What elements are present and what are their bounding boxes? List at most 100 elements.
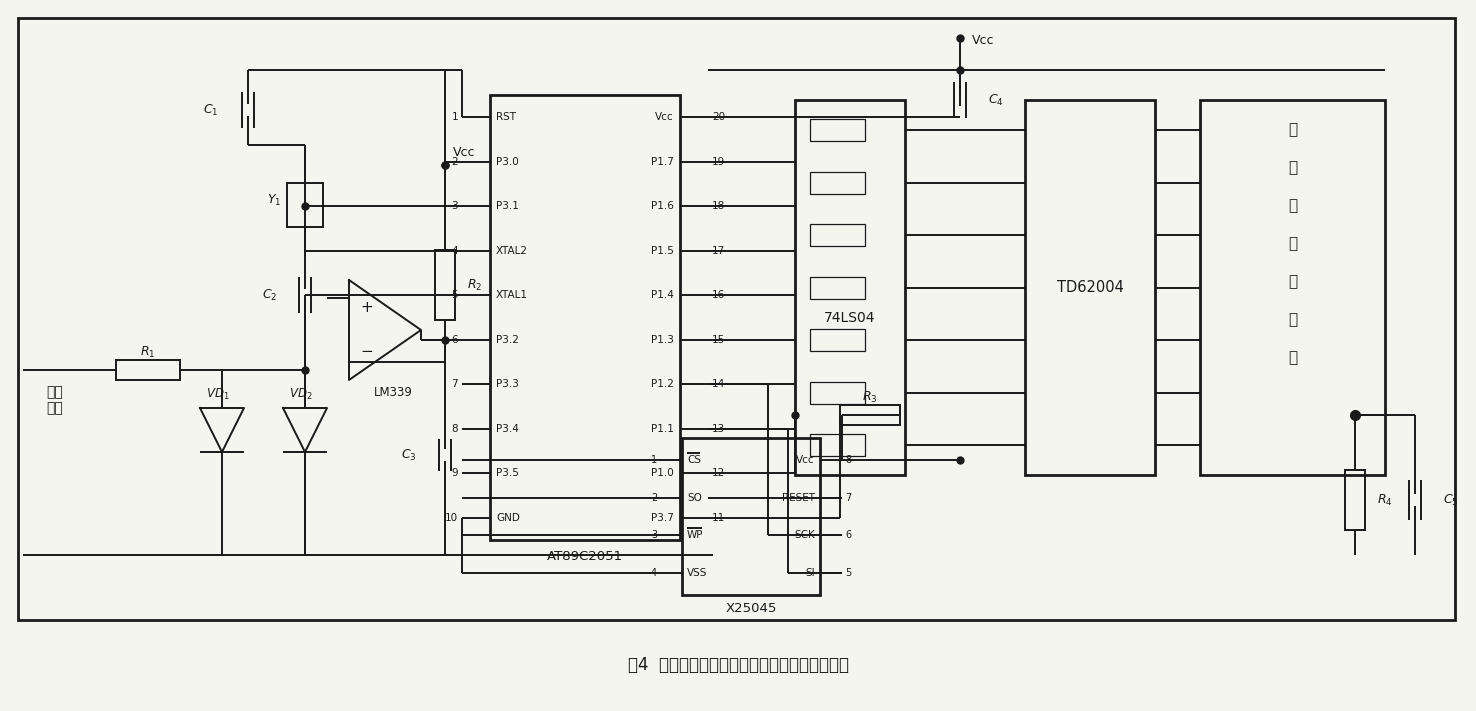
Text: 8: 8 bbox=[452, 424, 458, 434]
Text: 14: 14 bbox=[711, 380, 725, 390]
Text: P3.3: P3.3 bbox=[496, 380, 520, 390]
Text: 6: 6 bbox=[452, 335, 458, 345]
Text: TD62004: TD62004 bbox=[1057, 280, 1123, 295]
Text: 6: 6 bbox=[844, 530, 852, 540]
Text: 3: 3 bbox=[651, 530, 657, 540]
Text: 图4  单片机控制的移相触发脉冲控制硬件电路图: 图4 单片机控制的移相触发脉冲控制硬件电路图 bbox=[627, 656, 849, 674]
Text: P1.4: P1.4 bbox=[651, 290, 675, 300]
Bar bbox=[682, 438, 821, 595]
Text: 3: 3 bbox=[452, 201, 458, 211]
Text: $R_4$: $R_4$ bbox=[1377, 493, 1393, 508]
Text: $C_2$: $C_2$ bbox=[261, 287, 277, 303]
Text: $R_1$: $R_1$ bbox=[140, 344, 155, 360]
Text: 4: 4 bbox=[651, 568, 657, 578]
Bar bbox=[117, 360, 180, 380]
Text: P1.0: P1.0 bbox=[651, 469, 675, 479]
Text: Vcc: Vcc bbox=[655, 112, 675, 122]
Text: P1.1: P1.1 bbox=[651, 424, 675, 434]
Bar bbox=[1024, 100, 1156, 475]
Text: AT89C2051: AT89C2051 bbox=[548, 550, 623, 562]
Text: 脉: 脉 bbox=[1289, 198, 1297, 213]
Text: 1: 1 bbox=[452, 112, 458, 122]
Text: Vcc: Vcc bbox=[453, 146, 475, 159]
Text: P1.7: P1.7 bbox=[651, 156, 675, 166]
Text: 器: 器 bbox=[1289, 351, 1297, 365]
Bar bbox=[810, 224, 865, 246]
Text: 18: 18 bbox=[711, 201, 725, 211]
Text: −: − bbox=[360, 345, 373, 360]
Text: 8: 8 bbox=[844, 455, 852, 465]
Text: P3.0: P3.0 bbox=[496, 156, 518, 166]
Bar bbox=[18, 18, 1455, 620]
Text: 13: 13 bbox=[711, 424, 725, 434]
Text: VSS: VSS bbox=[686, 568, 707, 578]
Text: P1.3: P1.3 bbox=[651, 335, 675, 345]
Text: 变: 变 bbox=[1289, 274, 1297, 289]
Text: +: + bbox=[360, 301, 373, 316]
Bar bbox=[286, 183, 323, 227]
Text: 10: 10 bbox=[444, 513, 458, 523]
Text: $C_1$: $C_1$ bbox=[202, 102, 218, 117]
Bar bbox=[796, 100, 905, 475]
Text: 17: 17 bbox=[711, 246, 725, 256]
Text: 16: 16 bbox=[711, 290, 725, 300]
Text: XTAL2: XTAL2 bbox=[496, 246, 528, 256]
Text: $C_4$: $C_4$ bbox=[987, 92, 1004, 107]
Text: 74LS04: 74LS04 bbox=[824, 311, 875, 324]
Text: 7: 7 bbox=[452, 380, 458, 390]
Bar bbox=[490, 95, 680, 540]
Text: 1: 1 bbox=[651, 455, 657, 465]
Text: SCK: SCK bbox=[794, 530, 815, 540]
Bar bbox=[810, 119, 865, 141]
Text: 4: 4 bbox=[452, 246, 458, 256]
Text: P3.7: P3.7 bbox=[651, 513, 675, 523]
Text: Vcc: Vcc bbox=[797, 455, 815, 465]
Bar bbox=[810, 329, 865, 351]
Bar bbox=[810, 382, 865, 404]
Bar bbox=[1200, 100, 1384, 475]
Text: 7: 7 bbox=[844, 493, 852, 503]
Text: WP: WP bbox=[686, 530, 704, 540]
Text: 20: 20 bbox=[711, 112, 725, 122]
Text: $R_2$: $R_2$ bbox=[466, 277, 483, 292]
Bar bbox=[810, 171, 865, 193]
Text: GND: GND bbox=[496, 513, 520, 523]
Text: P3.4: P3.4 bbox=[496, 424, 520, 434]
Text: 15: 15 bbox=[711, 335, 725, 345]
Text: P1.5: P1.5 bbox=[651, 246, 675, 256]
Text: 2: 2 bbox=[651, 493, 657, 503]
Bar bbox=[840, 405, 900, 425]
Text: $VD_1$: $VD_1$ bbox=[207, 387, 230, 402]
Text: RST: RST bbox=[496, 112, 517, 122]
Text: 5: 5 bbox=[844, 568, 852, 578]
Text: 连: 连 bbox=[1289, 122, 1297, 137]
Text: P1.2: P1.2 bbox=[651, 380, 675, 390]
Text: P3.5: P3.5 bbox=[496, 469, 520, 479]
Text: P1.6: P1.6 bbox=[651, 201, 675, 211]
Text: 19: 19 bbox=[711, 156, 725, 166]
Bar bbox=[435, 250, 455, 320]
Text: $R_3$: $R_3$ bbox=[862, 390, 878, 405]
Text: 11: 11 bbox=[711, 513, 725, 523]
Text: 9: 9 bbox=[452, 469, 458, 479]
Text: CS: CS bbox=[686, 455, 701, 465]
Text: $C_5$: $C_5$ bbox=[1444, 493, 1458, 508]
Bar bbox=[1345, 470, 1365, 530]
Text: 同步
信号: 同步 信号 bbox=[47, 385, 63, 415]
Text: 冲: 冲 bbox=[1289, 237, 1297, 252]
Text: $C_3$: $C_3$ bbox=[401, 447, 418, 463]
Text: X25045: X25045 bbox=[725, 602, 776, 616]
Text: LM339: LM339 bbox=[373, 385, 412, 398]
Text: SO: SO bbox=[686, 493, 703, 503]
Text: SI: SI bbox=[806, 568, 815, 578]
Polygon shape bbox=[201, 408, 244, 452]
Text: Vcc: Vcc bbox=[973, 33, 995, 46]
Text: $Y_1$: $Y_1$ bbox=[267, 193, 280, 208]
Bar bbox=[810, 434, 865, 456]
Text: RESET: RESET bbox=[782, 493, 815, 503]
Text: P3.2: P3.2 bbox=[496, 335, 520, 345]
Text: 2: 2 bbox=[452, 156, 458, 166]
Text: $VD_2$: $VD_2$ bbox=[289, 387, 313, 402]
Text: XTAL1: XTAL1 bbox=[496, 290, 528, 300]
Text: 5: 5 bbox=[452, 290, 458, 300]
